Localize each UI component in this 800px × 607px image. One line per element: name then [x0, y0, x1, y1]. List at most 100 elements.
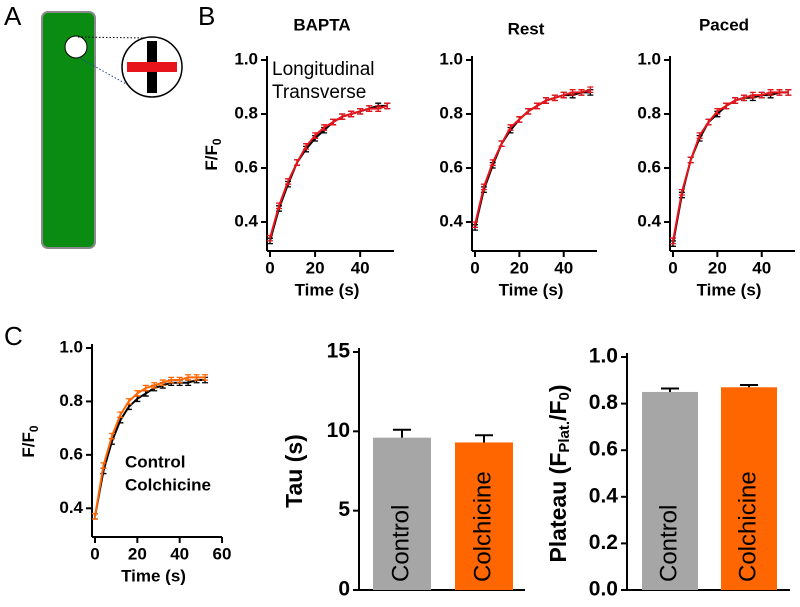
error-bar: [740, 94, 747, 102]
y-tick-label: 0.8: [234, 103, 258, 122]
bar: [455, 442, 513, 590]
x-axis-label: Time (s): [121, 566, 186, 585]
error-bar: [714, 107, 721, 115]
label-text: F/F: [19, 432, 38, 458]
label-text: Tau (s): [281, 434, 307, 508]
y-tick-label: 0.8: [439, 103, 463, 122]
label-text: F/F: [202, 145, 221, 171]
error-bar: [560, 91, 567, 99]
panel-label: A: [4, 1, 22, 31]
legend-entry: Control: [125, 452, 185, 471]
y-tick-label: 1.0: [59, 337, 83, 356]
y-tick-label: 10: [327, 419, 350, 442]
y-tick-label: 0.2: [589, 531, 618, 554]
x-tick-label: 0: [265, 258, 274, 277]
x-axis-label: Time (s): [499, 280, 564, 299]
subscript: 0: [556, 392, 573, 400]
y-tick-label: 1.0: [637, 49, 661, 68]
error-bar: [670, 237, 676, 245]
y-tick-label: 0.6: [589, 438, 618, 461]
error-bar: [758, 91, 765, 99]
error-bar: [678, 188, 685, 196]
series-line: [672, 91, 789, 242]
x-tick-label: 20: [708, 258, 727, 277]
y-tick-label: 0.4: [637, 211, 661, 230]
y-tick-label: 0.6: [59, 444, 83, 463]
y-tick-label: 1.0: [589, 345, 618, 368]
category-label: Control: [655, 505, 682, 582]
y-axis-label: Plateau (FPlat./F0): [545, 384, 573, 562]
subscript: Plat.: [556, 421, 573, 453]
y-tick-label: 1.0: [234, 49, 258, 68]
error-bar: [534, 102, 541, 110]
label-text: Plateau (F: [545, 453, 571, 563]
x-tick-label: 0: [90, 544, 99, 563]
y-tick-label: 15: [327, 340, 351, 363]
error-bar: [587, 86, 594, 94]
category-label: Colchicine: [734, 471, 761, 582]
series-line: [94, 376, 206, 517]
series-line: [94, 379, 206, 517]
error-bar: [321, 124, 328, 131]
y-tick-label: 0.4: [59, 498, 83, 517]
error-bar: [542, 97, 549, 104]
y-tick-label: 0.6: [637, 157, 661, 176]
error-bar: [687, 156, 694, 164]
error-bar: [498, 140, 505, 148]
error-bar: [357, 107, 364, 115]
error-bar: [159, 379, 166, 387]
y-tick-label: 0.4: [439, 211, 463, 230]
series-line: [672, 91, 789, 244]
error-bar: [696, 132, 703, 139]
error-bar: [516, 116, 523, 123]
error-bar: [312, 132, 319, 139]
category-label: Colchicine: [469, 471, 496, 582]
series-line: [269, 104, 388, 242]
error-bar: [749, 91, 756, 99]
error-bar: [92, 512, 98, 520]
x-tick-label: 40: [554, 258, 573, 277]
error-bar: [193, 374, 200, 381]
x-tick-label: 40: [752, 258, 771, 277]
error-bar: [776, 89, 783, 96]
error-bar: [661, 387, 679, 392]
panel-label: B: [198, 1, 215, 31]
error-bar: [732, 97, 739, 104]
x-tick-label: 20: [128, 544, 147, 563]
x-tick-label: 60: [213, 544, 232, 563]
error-bar: [285, 178, 292, 185]
bar: [721, 387, 777, 590]
x-axis-label: Time (s): [295, 280, 360, 299]
y-tick-label: 0.4: [589, 484, 619, 507]
y-tick-label: 0.8: [637, 103, 661, 122]
zoom-line: [77, 56, 129, 86]
error-bar: [117, 411, 124, 419]
error-bar: [393, 428, 411, 438]
error-bar: [767, 89, 774, 96]
error-bar: [384, 102, 391, 110]
error-bar: [108, 432, 115, 440]
label-text: ): [545, 384, 571, 392]
error-bar: [569, 89, 576, 96]
cross-horizontal: [127, 62, 177, 72]
error-bar: [294, 159, 301, 166]
y-tick-label: 0.8: [59, 391, 83, 410]
panel-label: C: [4, 321, 23, 351]
error-bar: [303, 143, 310, 150]
error-bar: [472, 221, 478, 229]
error-bar: [330, 118, 337, 126]
zoom-line: [77, 36, 146, 39]
y-tick-label: 0.4: [234, 211, 258, 230]
y-axis-label: Tau (s): [281, 434, 307, 508]
error-bar: [168, 376, 175, 384]
error-bar: [366, 105, 373, 112]
y-tick-label: 0.0: [589, 578, 618, 601]
error-bar: [202, 374, 209, 381]
y-tick-label: 5: [338, 498, 350, 521]
y-axis-label: F/F0: [202, 138, 224, 171]
roi: [64, 35, 88, 59]
error-bar: [125, 398, 132, 405]
y-axis-label: F/F0: [19, 425, 41, 458]
error-bar: [489, 159, 496, 166]
error-bar: [100, 462, 107, 469]
